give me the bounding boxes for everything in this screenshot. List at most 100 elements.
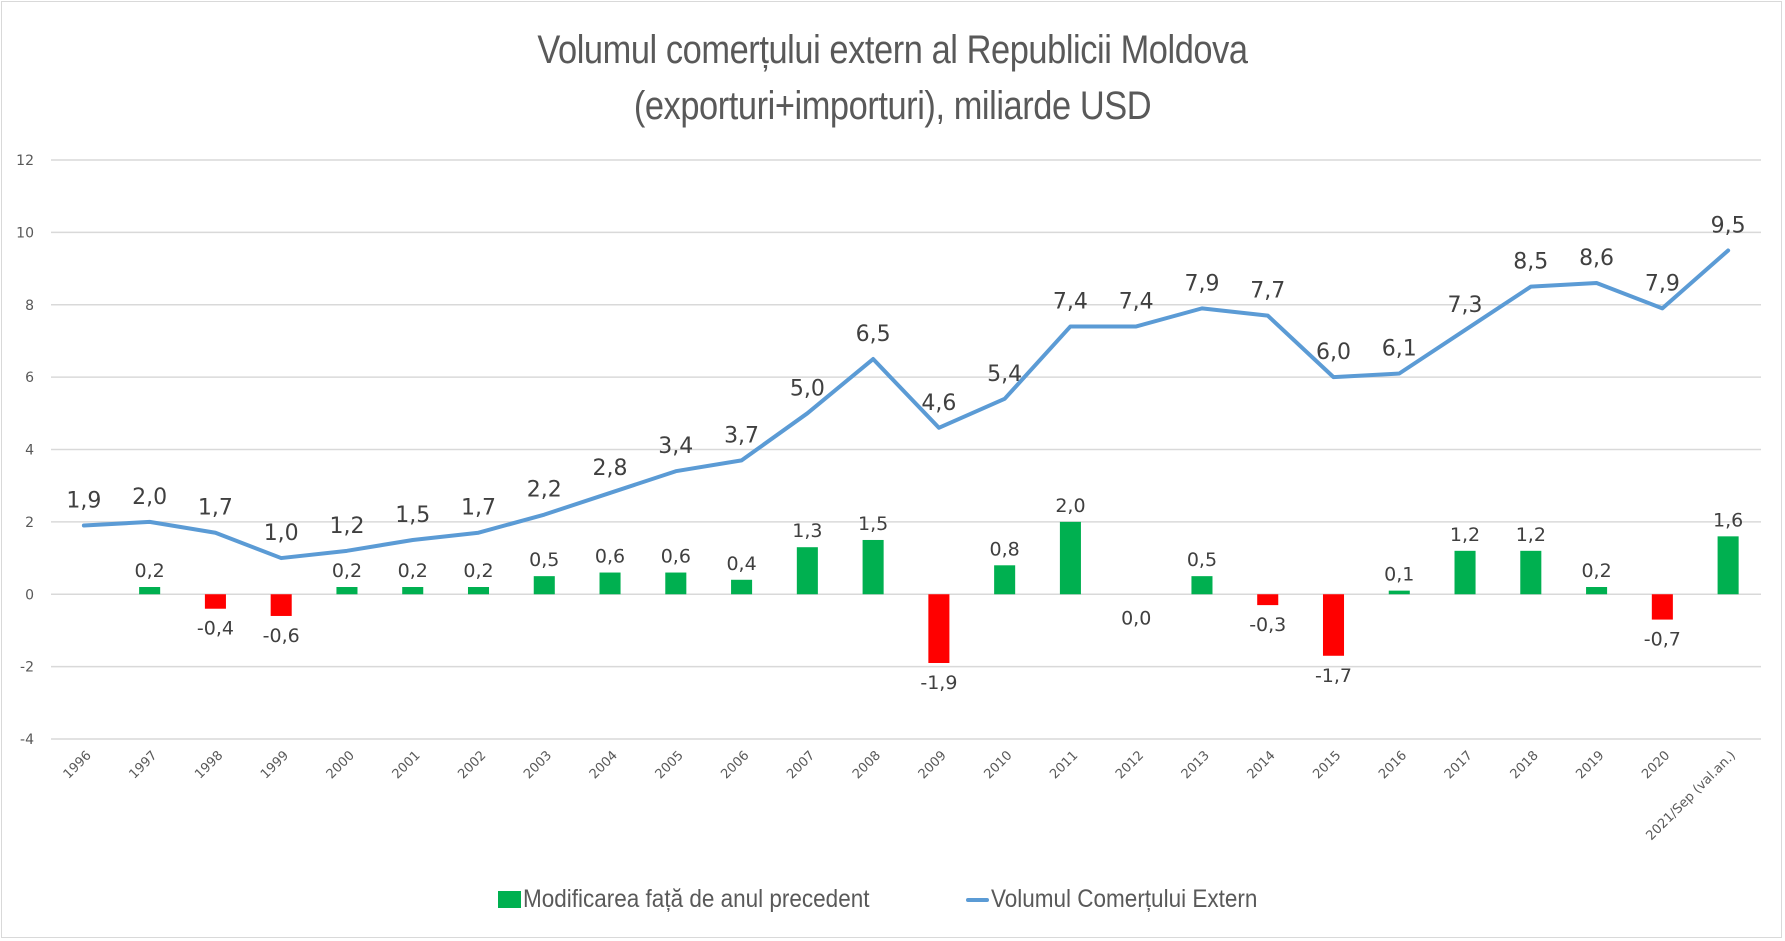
y-tick-label: 0: [25, 587, 34, 603]
x-tick-label: 2012: [1113, 748, 1147, 782]
bar-data-label: 0,0: [1121, 607, 1151, 629]
line-data-labels: 1,9 2,0 1,7 1,0 1,2 1,5 1,7 2,2 2,8 3,4 3,7 5,0 6,5 4…: [66, 213, 1745, 546]
bar: [1191, 576, 1213, 595]
legend-line-swatch: [966, 897, 989, 902]
bar-data-label: 1,2: [1450, 524, 1480, 546]
bar-data-label: 0,6: [595, 546, 625, 568]
x-tick-label: 2006: [718, 748, 752, 782]
x-tick-label: 2017: [1442, 748, 1476, 782]
bar-data-label: -0,3: [1249, 614, 1286, 636]
bar: [928, 594, 950, 664]
chart-title-line-2: (exporturi+importuri), miliarde USD: [633, 84, 1152, 128]
bar-data-label: 0,2: [1581, 560, 1611, 582]
bar: [731, 579, 753, 595]
bar: [994, 565, 1016, 595]
line-data-label: 5,4: [987, 362, 1022, 387]
x-tick-label: 2014: [1245, 748, 1279, 782]
bar-data-label: 0,2: [332, 560, 362, 582]
bar: [1322, 594, 1345, 656]
bar-data-label: 1,6: [1713, 509, 1743, 531]
x-tick-label: 1998: [192, 748, 226, 782]
bar-data-label: -0,4: [197, 618, 234, 640]
legend: Modificarea față de anul precedent Volum…: [0, 885, 1785, 914]
x-tick-label: 2011: [1047, 748, 1081, 782]
bar: [336, 587, 358, 595]
legend-bar-swatch: [498, 891, 522, 908]
line-data-label: 8,6: [1579, 246, 1614, 271]
bar-data-label: -0,7: [1644, 629, 1681, 651]
bar: [796, 547, 818, 595]
bar: [1520, 550, 1542, 595]
line-data-label: 1,7: [198, 496, 233, 521]
bar-data-label: 0,6: [661, 546, 691, 568]
x-tick-label: 2000: [324, 748, 358, 782]
line-data-label: 1,9: [66, 488, 101, 513]
bar: [1454, 550, 1476, 595]
bar-data-label: 0,5: [529, 549, 559, 571]
line-data-label: 4,6: [921, 391, 956, 416]
y-tick-label: 8: [25, 298, 34, 314]
y-tick-label: -2: [20, 660, 34, 676]
bar: [1257, 594, 1279, 606]
x-tick-label: 2016: [1376, 748, 1410, 782]
bar: [665, 572, 687, 595]
y-axis-ticks: 12 10 8 6 4 2 0 -2 -4: [16, 153, 34, 748]
bar: [1388, 590, 1410, 595]
line-data-label: 7,4: [1119, 289, 1154, 314]
bar: [599, 572, 621, 595]
x-axis-ticks: 1996 1997 1998 1999 2000 2001 2002 2003 2004 2005…: [61, 748, 1739, 843]
line-data-label: 7,7: [1250, 279, 1285, 304]
y-tick-label: -4: [20, 732, 34, 748]
x-tick-label: 2010: [981, 748, 1015, 782]
legend-label-volume: Volumul Comerțului Extern: [991, 885, 1258, 913]
x-tick-label: 2015: [1310, 748, 1344, 782]
x-tick-label: 2019: [1573, 748, 1607, 782]
line-data-label: 2,8: [593, 456, 628, 481]
bar-data-label: -1,9: [920, 672, 957, 694]
bar: [139, 587, 161, 595]
bar-data-label: 1,5: [858, 513, 888, 535]
bar: [204, 594, 226, 609]
bar-data-label: 0,4: [726, 553, 756, 575]
x-tick-label: 2004: [587, 748, 621, 782]
bar-data-labels: 0,2 -0,4 -0,6 0,2 0,2 0,2 0,5 0,6 0,6 0,4 1,3 1,5 -1…: [135, 495, 1744, 694]
x-tick-label: 2002: [455, 748, 489, 782]
chart-title-line-1: Volumul comerțului extern al Republicii …: [537, 28, 1248, 72]
bar: [1717, 536, 1739, 595]
bar: [270, 594, 292, 616]
bar-data-label: -1,7: [1315, 665, 1352, 687]
line-data-label: 1,5: [395, 503, 430, 528]
x-tick-label: 2008: [850, 748, 884, 782]
x-tick-label: 2001: [390, 748, 424, 782]
x-tick-label: 1999: [258, 748, 292, 782]
line-data-label: 9,5: [1711, 213, 1746, 238]
x-tick-label: 2007: [784, 748, 818, 782]
legend-item-change: Modificarea față de anul precedent: [498, 885, 908, 914]
bar-data-label: 0,2: [398, 560, 428, 582]
y-tick-label: 2: [25, 515, 34, 531]
bar: [402, 587, 424, 595]
x-tick-label: 2005: [653, 748, 687, 782]
line-data-label: 8,5: [1513, 250, 1548, 275]
bar: [533, 576, 555, 595]
legend-label-change: Modificarea față de anul precedent: [523, 885, 870, 913]
bar: [862, 539, 884, 595]
x-tick-label: 2018: [1508, 748, 1542, 782]
bar-data-label: 1,2: [1516, 524, 1546, 546]
x-tick-label: 1997: [126, 748, 160, 782]
y-tick-label: 10: [16, 225, 34, 241]
y-tick-label: 12: [16, 153, 34, 169]
legend-item-volume: Volumul Comerțului Extern: [966, 885, 1287, 914]
x-tick-label: 2009: [916, 748, 950, 782]
bar-data-label: 1,3: [792, 520, 822, 542]
gridlines: [51, 159, 1761, 740]
line-data-label: 7,9: [1184, 271, 1219, 296]
line-data-label: 1,7: [461, 496, 496, 521]
bar-data-label: 0,1: [1384, 564, 1414, 586]
line-data-label: 3,4: [658, 434, 693, 459]
line-data-label: 2,2: [527, 478, 562, 503]
bar: [1586, 587, 1608, 595]
x-tick-label: 1996: [61, 748, 95, 782]
line-data-label: 7,9: [1645, 271, 1680, 296]
